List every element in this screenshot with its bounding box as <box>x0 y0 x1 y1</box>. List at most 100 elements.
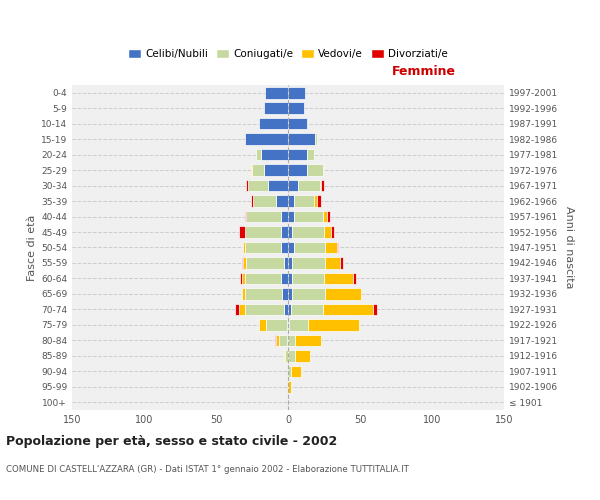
Text: COMUNE DI CASTELL'AZZARA (GR) - Dati ISTAT 1° gennaio 2002 - Elaborazione TUTTIT: COMUNE DI CASTELL'AZZARA (GR) - Dati IST… <box>6 465 409 474</box>
Bar <box>246 180 248 192</box>
Text: Popolazione per età, sesso e stato civile - 2002: Popolazione per età, sesso e stato civil… <box>6 435 337 448</box>
Bar <box>327 210 330 222</box>
Bar <box>340 257 343 269</box>
Bar <box>291 366 301 377</box>
Bar <box>325 242 337 254</box>
Bar <box>295 350 310 362</box>
Bar <box>245 226 281 238</box>
Bar <box>242 288 245 300</box>
Y-axis label: Anni di nascita: Anni di nascita <box>563 206 574 288</box>
Bar <box>288 149 307 160</box>
Bar <box>281 210 288 222</box>
Bar <box>248 180 268 192</box>
Bar <box>280 334 287 346</box>
Bar <box>288 134 316 145</box>
Bar <box>266 319 287 330</box>
Bar <box>292 288 325 300</box>
Bar <box>285 350 288 362</box>
Bar <box>289 319 308 330</box>
Bar <box>288 334 295 346</box>
Bar <box>288 257 292 269</box>
Text: Femmine: Femmine <box>392 66 456 78</box>
Bar <box>263 102 288 114</box>
Bar <box>245 288 282 300</box>
Bar <box>288 87 305 99</box>
Bar <box>291 304 323 315</box>
Bar <box>287 319 288 330</box>
Bar <box>321 180 324 192</box>
Bar <box>245 272 281 284</box>
Bar <box>288 288 292 300</box>
Bar <box>235 304 239 315</box>
Bar <box>284 350 285 362</box>
Bar <box>239 226 245 238</box>
Bar <box>325 288 361 300</box>
Bar <box>295 334 321 346</box>
Bar <box>317 196 321 207</box>
Bar <box>373 304 377 315</box>
Bar <box>288 242 294 254</box>
Bar <box>260 149 288 160</box>
Bar <box>259 319 266 330</box>
Bar <box>277 196 288 207</box>
Bar <box>307 149 314 160</box>
Bar <box>288 164 307 176</box>
Bar <box>263 164 288 176</box>
Bar <box>294 210 323 222</box>
Bar <box>245 242 281 254</box>
Bar <box>353 272 356 284</box>
Bar <box>288 381 291 392</box>
Bar <box>314 196 317 207</box>
Bar <box>316 134 317 145</box>
Bar <box>277 334 280 346</box>
Bar <box>308 319 359 330</box>
Bar <box>252 164 263 176</box>
Bar <box>244 242 245 254</box>
Bar <box>245 210 246 222</box>
Y-axis label: Fasce di età: Fasce di età <box>27 214 37 280</box>
Bar <box>282 288 288 300</box>
Bar <box>288 196 294 207</box>
Bar <box>284 257 288 269</box>
Bar <box>246 210 281 222</box>
Bar <box>246 257 284 269</box>
Bar <box>288 319 289 330</box>
Bar <box>288 210 294 222</box>
Bar <box>245 134 288 145</box>
Bar <box>239 304 245 315</box>
Bar <box>242 257 244 269</box>
Bar <box>331 226 334 238</box>
Bar <box>323 304 373 315</box>
Bar <box>324 272 353 284</box>
Bar <box>244 257 246 269</box>
Bar <box>241 272 242 284</box>
Bar <box>268 180 288 192</box>
Bar <box>323 210 327 222</box>
Bar <box>294 196 314 207</box>
Legend: Celibi/Nubili, Coniugati/e, Vedovi/e, Divorziati/e: Celibi/Nubili, Coniugati/e, Vedovi/e, Di… <box>124 44 452 64</box>
Bar <box>242 272 245 284</box>
Bar <box>325 257 340 269</box>
Bar <box>288 272 292 284</box>
Bar <box>253 196 277 207</box>
Bar <box>337 242 338 254</box>
Bar <box>288 180 298 192</box>
Bar <box>298 180 320 192</box>
Bar <box>287 334 288 346</box>
Bar <box>251 196 253 207</box>
Bar <box>245 304 284 315</box>
Bar <box>324 226 331 238</box>
Bar <box>275 334 277 346</box>
Bar <box>288 102 304 114</box>
Bar <box>251 164 252 176</box>
Bar <box>292 226 324 238</box>
Bar <box>288 226 292 238</box>
Bar <box>292 272 324 284</box>
Bar <box>288 304 291 315</box>
Bar <box>281 226 288 238</box>
Bar <box>292 257 325 269</box>
Bar <box>320 180 321 192</box>
Bar <box>294 242 325 254</box>
Bar <box>265 87 288 99</box>
Bar <box>288 118 307 130</box>
